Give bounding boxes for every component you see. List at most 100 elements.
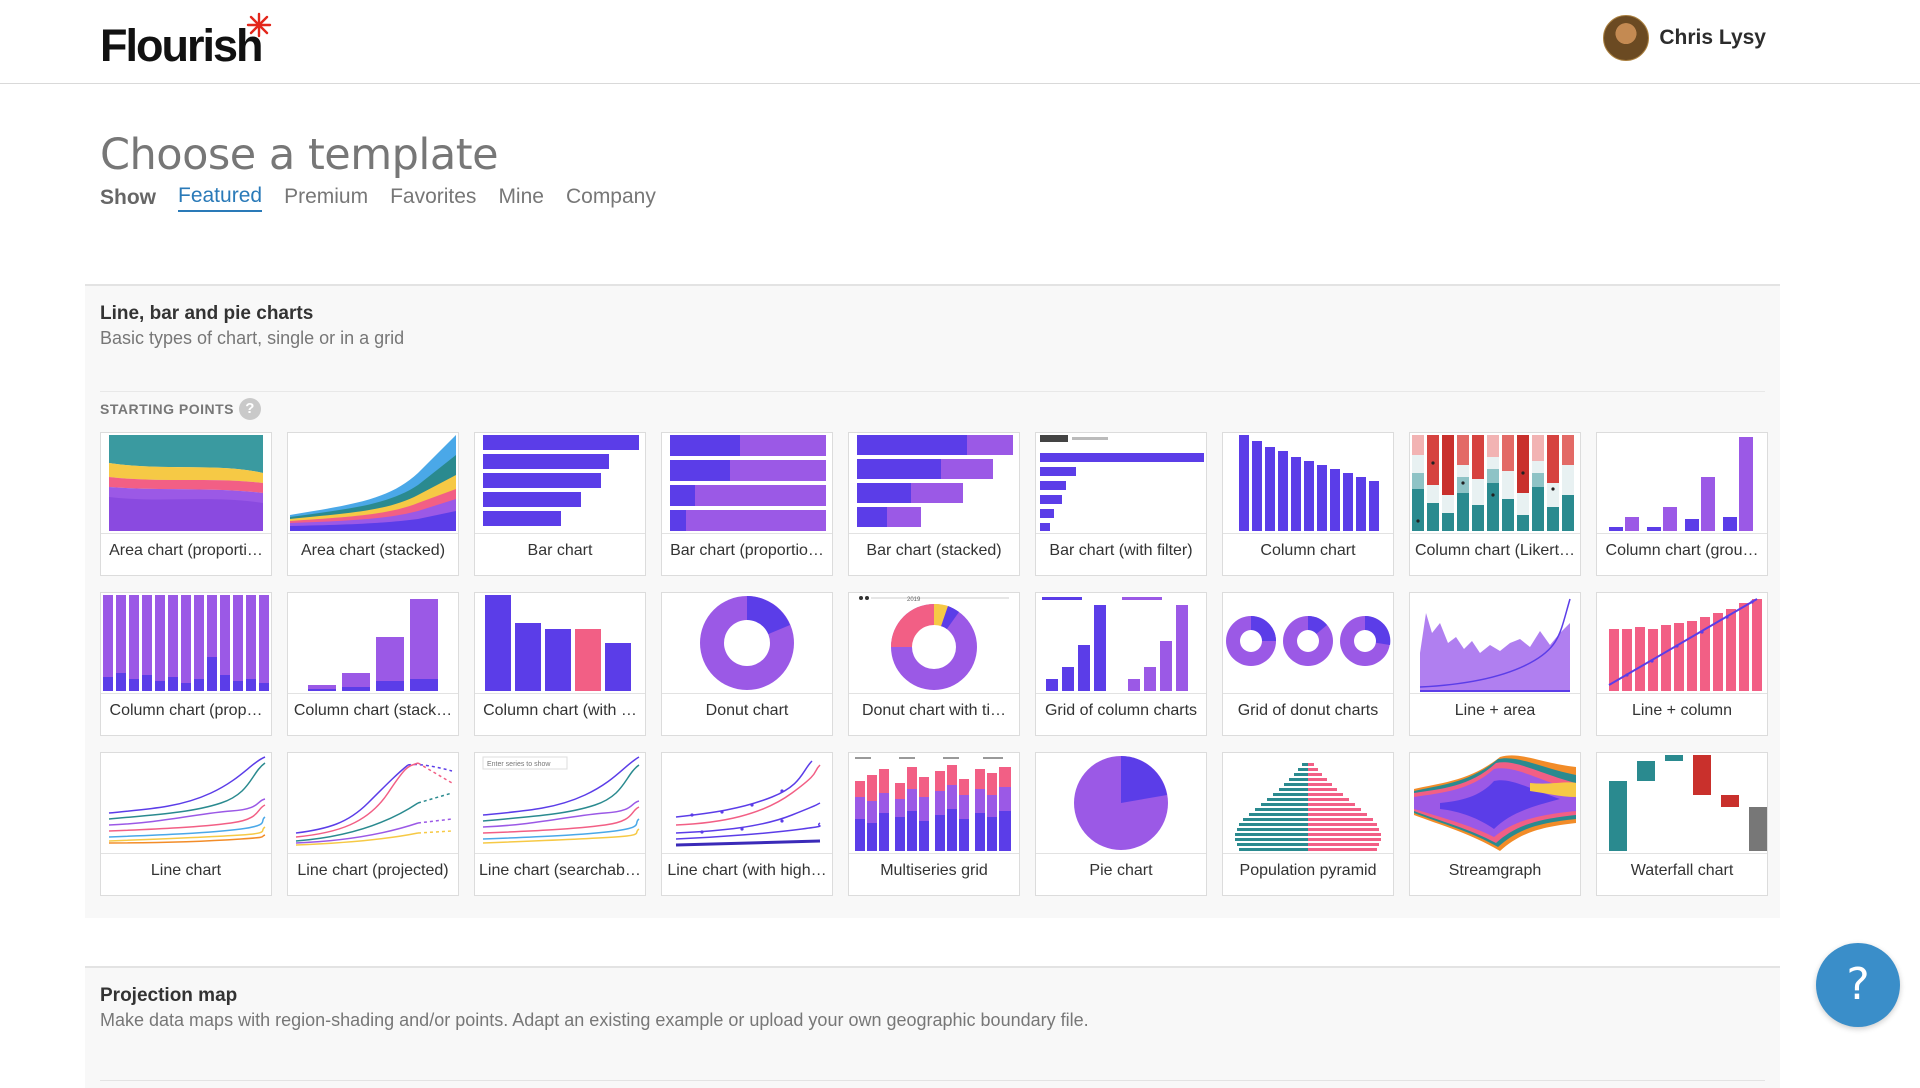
template-card-donut[interactable]: Donut chart (661, 592, 833, 736)
template-card-bar-stacked[interactable]: Bar chart (stacked) (848, 432, 1020, 576)
template-thumbnail (288, 593, 458, 694)
template-card-column-proportional[interactable]: Column chart (prop… (100, 592, 272, 736)
starting-points-text: STARTING POINTS (100, 401, 235, 417)
flourish-logo[interactable]: Flourish (100, 20, 263, 71)
template-card-line-area[interactable]: Line + area (1409, 592, 1581, 736)
template-card-bar[interactable]: Bar chart (474, 432, 646, 576)
template-card-line-searchable[interactable]: Enter series to show Line chart (searcha… (474, 752, 646, 896)
template-thumbnail (662, 433, 832, 534)
template-thumbnail: Enter series to show (475, 753, 645, 854)
search-hint-text: Enter series to show (487, 761, 551, 768)
tab-company[interactable]: Company (565, 185, 656, 208)
template-thumbnail (662, 593, 832, 694)
template-card-line-highlight[interactable]: Line chart (with high… (661, 752, 833, 896)
template-thumbnail (849, 433, 1019, 534)
template-card-grid-column[interactable]: Grid of column charts (1035, 592, 1207, 736)
template-thumbnail (1223, 753, 1393, 854)
template-thumbnail (1223, 593, 1393, 694)
template-thumbnail (101, 593, 271, 694)
template-thumbnail (1036, 753, 1206, 854)
template-label: Column chart (1260, 542, 1356, 559)
template-label: Bar chart (proportio… (670, 542, 824, 559)
template-label: Waterfall chart (1630, 862, 1734, 879)
template-label: Multiseries grid (880, 862, 988, 879)
template-label: Area chart (stacked) (300, 542, 446, 559)
tab-mine[interactable]: Mine (498, 185, 544, 208)
template-card-area-proportional[interactable]: Area chart (proporti… (100, 432, 272, 576)
section-title: Line, bar and pie charts (100, 303, 314, 324)
template-label: Donut chart with ti… (861, 702, 1007, 719)
template-card-line-column[interactable]: Line + column (1596, 592, 1768, 736)
tab-featured[interactable]: Featured (178, 184, 263, 212)
template-label: Line chart (projected) (297, 862, 449, 879)
template-card-streamgraph[interactable]: Streamgraph (1409, 752, 1581, 896)
template-card-column-stacked[interactable]: Column chart (stack… (287, 592, 459, 736)
template-label: Line + column (1631, 702, 1733, 719)
template-card-grid-donut[interactable]: Grid of donut charts (1222, 592, 1394, 736)
section-line-bar-pie: Line, bar and pie charts Basic types of … (85, 284, 1780, 918)
template-thumbnail (1597, 753, 1767, 854)
template-thumbnail (662, 753, 832, 854)
template-label: Column chart (prop… (109, 702, 263, 719)
user-menu[interactable]: Chris Lysy (1603, 15, 1766, 61)
template-label: Line + area (1454, 702, 1536, 719)
template-card-column-grouped[interactable]: Column chart (grou… (1596, 432, 1768, 576)
template-label: Grid of donut charts (1237, 702, 1379, 719)
template-thumbnail (1597, 593, 1767, 694)
template-card-column-with[interactable]: Column chart (with … (474, 592, 646, 736)
logo-star-icon (246, 12, 272, 38)
top-bar: Flourish Chris Lysy (0, 0, 1920, 84)
template-card-waterfall[interactable]: Waterfall chart (1596, 752, 1768, 896)
template-label: Bar chart (stacked) (866, 542, 1002, 559)
template-thumbnail (288, 753, 458, 854)
help-icon[interactable]: ? (239, 398, 262, 420)
template-label: Bar chart (527, 542, 593, 559)
section-projection-map: Projection map Make data maps with regio… (85, 966, 1780, 1088)
template-thumbnail (288, 433, 458, 534)
section-title: Projection map (100, 985, 238, 1006)
template-label: Population pyramid (1239, 862, 1377, 879)
template-thumbnail (475, 593, 645, 694)
avatar[interactable] (1603, 15, 1650, 61)
template-card-column-likert[interactable]: Column chart (Likert… (1409, 432, 1581, 576)
template-thumbnail (1036, 433, 1206, 534)
template-card-bar-proportional[interactable]: Bar chart (proportio… (661, 432, 833, 576)
template-card-multiseries-grid[interactable]: Multiseries grid (848, 752, 1020, 896)
template-label: Line chart (with high… (667, 862, 827, 879)
template-filter-tabs: Show Featured Premium Favorites Mine Com… (100, 184, 678, 212)
template-card-bar-filter[interactable]: Bar chart (with filter) (1035, 432, 1207, 576)
template-label: Pie chart (1089, 862, 1153, 879)
template-thumbnail (1410, 753, 1580, 854)
template-thumbnail (101, 753, 271, 854)
template-thumbnail (1223, 433, 1393, 534)
section-description: Make data maps with region-shading and/o… (100, 1010, 1089, 1030)
template-card-pie[interactable]: Pie chart (1035, 752, 1207, 896)
template-thumbnail (1410, 433, 1580, 534)
template-card-population-pyramid[interactable]: Population pyramid (1222, 752, 1394, 896)
template-label: Donut chart (705, 702, 789, 719)
template-label: Column chart (grou… (1605, 542, 1759, 559)
template-card-area-stacked[interactable]: Area chart (stacked) (287, 432, 459, 576)
template-card-donut-timeline[interactable]: 2019 Donut chart with ti… (848, 592, 1020, 736)
show-label: Show (100, 186, 156, 209)
template-grid: Area chart (proporti… Area chart (stacke… (100, 432, 1768, 896)
page-title: Choose a template (100, 130, 499, 180)
template-label: Bar chart (with filter) (1049, 542, 1193, 559)
template-thumbnail (475, 433, 645, 534)
tab-premium[interactable]: Premium (284, 185, 369, 208)
template-label: Area chart (proporti… (109, 542, 263, 559)
template-thumbnail (1410, 593, 1580, 694)
template-card-line[interactable]: Line chart (100, 752, 272, 896)
template-thumbnail (1597, 433, 1767, 534)
section-divider (100, 1080, 1765, 1081)
section-description: Basic types of chart, single or in a gri… (100, 328, 405, 348)
section-divider (100, 391, 1765, 392)
template-card-line-projected[interactable]: Line chart (projected) (287, 752, 459, 896)
template-card-column[interactable]: Column chart (1222, 432, 1394, 576)
template-label: Grid of column charts (1044, 702, 1198, 719)
template-label: Line chart (150, 862, 222, 879)
template-label: Line chart (searchable) (479, 862, 641, 879)
tab-favorites[interactable]: Favorites (390, 185, 477, 208)
help-button[interactable]: ? (1816, 943, 1900, 1027)
user-name[interactable]: Chris Lysy (1659, 26, 1766, 49)
